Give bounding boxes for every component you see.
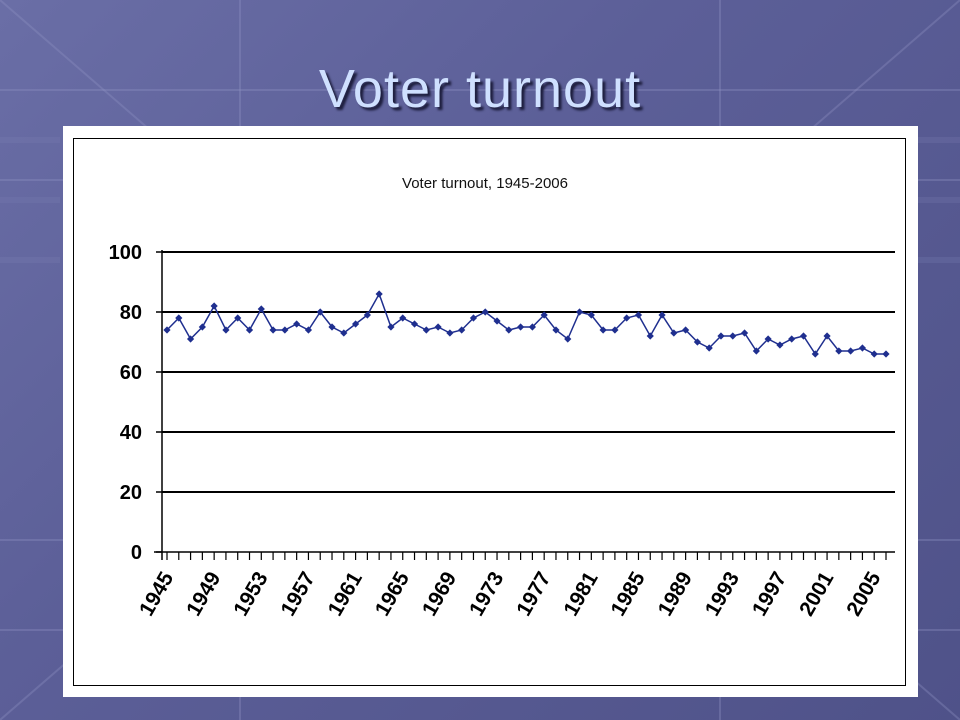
data-point-1945 — [163, 326, 171, 334]
x-tick-label: 1993 — [701, 568, 744, 620]
data-point-1960 — [340, 329, 348, 337]
data-point-1954 — [269, 326, 277, 334]
data-point-1986 — [646, 332, 654, 340]
data-point-1966 — [410, 320, 419, 328]
x-tick-label: 1973 — [465, 568, 508, 620]
data-point-1990 — [693, 338, 702, 346]
x-tick-label: 1957 — [276, 568, 319, 620]
y-tick-label: 60 — [120, 362, 142, 384]
x-tick-label: 1945 — [135, 568, 178, 620]
data-point-1955 — [281, 326, 289, 334]
data-point-1963 — [375, 290, 383, 298]
data-point-1949 — [210, 302, 218, 310]
data-point-1985 — [634, 311, 643, 319]
x-tick-label: 1969 — [418, 568, 461, 620]
data-point-1976 — [528, 323, 536, 331]
data-point-2000 — [811, 350, 819, 358]
x-tick-label: 1965 — [371, 568, 414, 620]
data-point-1974 — [505, 326, 513, 334]
y-tick-label: 20 — [120, 482, 142, 504]
data-point-1996 — [764, 335, 772, 343]
data-point-1980 — [575, 308, 584, 316]
x-tick-label: 1953 — [229, 568, 272, 620]
x-tick-label: 1961 — [324, 568, 367, 620]
y-tick-label: 100 — [109, 242, 142, 264]
x-tick-label: 2005 — [842, 568, 885, 620]
data-point-2001 — [823, 332, 831, 340]
data-point-1977 — [540, 311, 548, 319]
data-point-1991 — [705, 344, 713, 352]
data-point-1971 — [469, 314, 478, 322]
data-point-1984 — [623, 314, 631, 322]
data-point-2002 — [835, 347, 843, 355]
data-point-1988 — [670, 329, 678, 337]
x-tick-label: 1997 — [748, 568, 791, 620]
gridlines — [162, 251, 895, 493]
data-point-1969 — [446, 329, 454, 337]
data-point-1979 — [564, 335, 572, 343]
data-point-1987 — [658, 311, 666, 319]
data-point-1953 — [257, 305, 265, 313]
slide-title: Voter turnout — [318, 59, 642, 119]
y-tick-label: 40 — [120, 422, 142, 444]
x-tick-label: 1989 — [654, 568, 697, 620]
data-point-1957 — [304, 326, 313, 334]
voter-turnout-chart: Voter turnout, 1945-2006 0 20 40 60 80 100 19… — [109, 175, 895, 620]
data-point-1989 — [682, 326, 690, 334]
data-point-1994 — [740, 329, 749, 337]
data-point-1995 — [752, 347, 760, 355]
x-tick-label: 2001 — [795, 568, 838, 620]
data-point-2003 — [847, 347, 855, 355]
data-point-1946 — [175, 314, 183, 322]
series-turnout — [163, 290, 890, 358]
data-point-1972 — [481, 308, 489, 316]
data-point-1967 — [422, 326, 430, 334]
x-tick-label: 1985 — [607, 568, 650, 620]
data-point-1997 — [776, 341, 784, 349]
data-point-1978 — [552, 326, 560, 334]
data-point-1948 — [198, 323, 206, 331]
chart-panel: Voter turnout, 1945-2006 0 20 40 60 80 100 19… — [63, 126, 918, 697]
data-point-1959 — [328, 323, 336, 331]
chart-title: Voter turnout, 1945-2006 — [402, 175, 568, 192]
data-point-1992 — [717, 332, 725, 340]
axes — [154, 250, 895, 560]
y-tick-label: 80 — [120, 302, 142, 324]
y-tick-label: 0 — [131, 542, 142, 564]
data-point-1999 — [799, 332, 808, 340]
x-tick-label: 1949 — [182, 568, 225, 620]
data-point-1993 — [729, 332, 737, 340]
data-point-1983 — [611, 326, 619, 334]
data-point-1964 — [387, 323, 395, 331]
data-point-1968 — [434, 323, 442, 331]
data-point-1981 — [587, 311, 595, 319]
data-point-1975 — [517, 323, 525, 331]
data-point-1947 — [186, 335, 195, 343]
data-point-1970 — [458, 326, 466, 334]
y-tick-labels: 0 20 40 60 80 100 — [109, 242, 142, 564]
data-point-2006 — [882, 350, 890, 358]
data-point-1962 — [363, 311, 371, 319]
data-point-1982 — [599, 326, 607, 334]
data-point-1952 — [245, 326, 254, 334]
data-point-1951 — [234, 314, 242, 322]
x-tick-label: 1981 — [559, 568, 602, 620]
data-point-1965 — [399, 314, 407, 322]
data-point-1956 — [293, 320, 301, 328]
data-point-1973 — [493, 317, 501, 325]
data-point-1998 — [788, 335, 796, 343]
data-point-1950 — [222, 326, 230, 334]
x-tick-labels: 1945 1949 1953 1957 1961 1965 1969 1973 1977 1981… — [135, 568, 886, 620]
data-point-1958 — [316, 308, 324, 316]
data-point-2005 — [870, 350, 878, 358]
data-point-1961 — [351, 320, 360, 328]
data-point-2004 — [858, 344, 867, 352]
chart-frame: Voter turnout, 1945-2006 0 20 40 60 80 100 19… — [73, 138, 906, 686]
x-tick-label: 1977 — [512, 568, 555, 620]
